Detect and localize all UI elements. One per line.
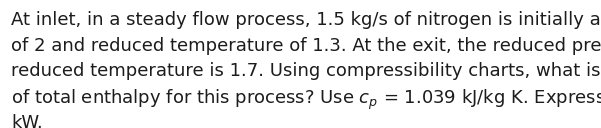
Text: At inlet, in a steady flow process, 1.5 kg/s of nitrogen is initially at reduced: At inlet, in a steady flow process, 1.5 … [11, 11, 601, 29]
Text: of total enthalpy for this process? Use $c_p$ = 1.039 kJ/kg K. Express your answ: of total enthalpy for this process? Use … [11, 88, 601, 112]
Text: reduced temperature is 1.7. Using compressibility charts, what is the rate of ch: reduced temperature is 1.7. Using compre… [11, 62, 601, 81]
Text: kW.: kW. [11, 114, 43, 128]
Text: of 2 and reduced temperature of 1.3. At the exit, the reduced pressure is 3 and : of 2 and reduced temperature of 1.3. At … [11, 37, 601, 55]
